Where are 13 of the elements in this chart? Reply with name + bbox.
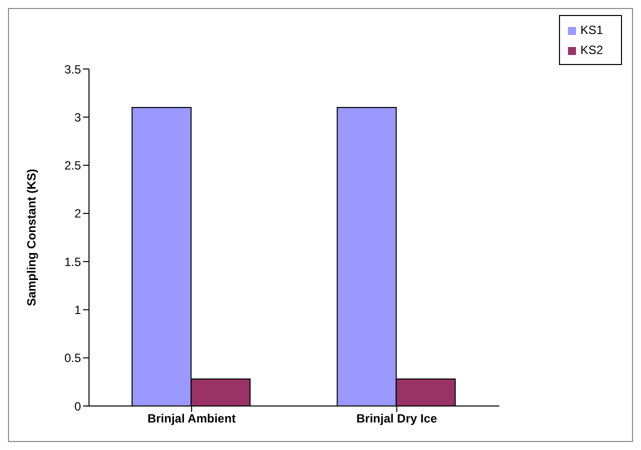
y-tick-label: 1.5 — [64, 254, 82, 269]
y-tick-label: 3 — [74, 110, 82, 124]
x-tick-label: Brinjal Dry Ice — [356, 412, 438, 426]
y-tick-label: 0.5 — [64, 351, 82, 366]
y-tick-label: 1 — [74, 302, 82, 317]
y-tick-label: 0 — [74, 399, 82, 414]
legend-label: KS1 — [580, 23, 603, 37]
y-tick-label: 2.5 — [64, 158, 82, 173]
y-tick-label: 2 — [74, 206, 82, 221]
y-tick-label: 3.5 — [64, 62, 82, 76]
legend-label: KS2 — [580, 43, 603, 57]
y-axis-title: Sampling Constant (KS) — [24, 168, 38, 306]
x-tick-label: Brinjal Ambient — [147, 412, 236, 426]
